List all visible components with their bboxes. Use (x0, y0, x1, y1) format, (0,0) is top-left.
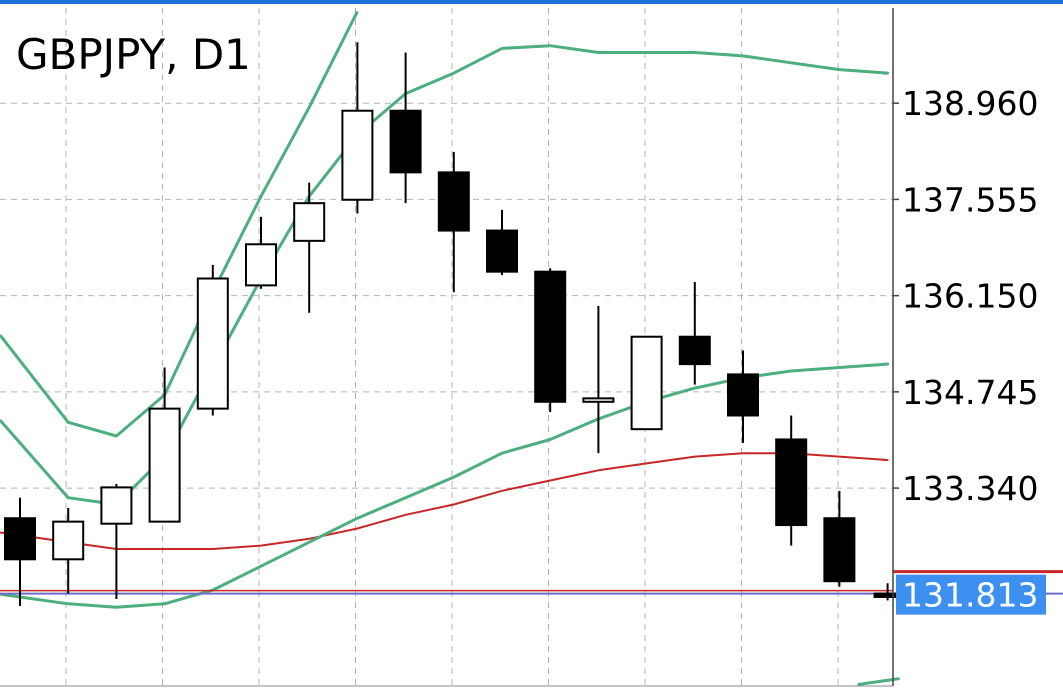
candle-body-bullish (196, 277, 229, 410)
candlestick (100, 483, 133, 600)
grid (0, 8, 893, 686)
candlestick (727, 350, 759, 443)
candle-body-bearish (775, 438, 808, 527)
chart-title: GBPJPY, D1 (16, 30, 251, 79)
current-price-tag-bg (896, 574, 1046, 615)
candlestick (52, 507, 85, 594)
price-axis: 138.960 137.555 136.150 134.745 133.340 (0, 8, 1038, 687)
candlestick (4, 497, 36, 606)
candlestick (486, 210, 518, 276)
candlestick (293, 182, 326, 313)
indicator-lines (0, 10, 900, 687)
price-tick-label: 136.150 (902, 277, 1038, 316)
candle-body-bullish (100, 486, 133, 525)
candle-body-bearish (727, 373, 759, 417)
candlestick (148, 367, 181, 523)
candlestick (196, 264, 229, 416)
candle-body-bullish (630, 335, 663, 431)
price-tick-label: 138.960 (902, 84, 1038, 123)
candle-body-bullish (148, 407, 181, 523)
candle-body-bearish (534, 270, 567, 403)
candlestick (389, 52, 422, 204)
inner-lower-band-line (0, 362, 890, 609)
candle-body-bullish (582, 397, 615, 403)
price-tick-label: 133.340 (902, 469, 1038, 508)
candle-body-bearish (678, 335, 711, 366)
candle-body-bullish (293, 202, 326, 242)
candle-body-bullish (341, 109, 374, 201)
candlestick (437, 151, 470, 293)
candlestick (630, 335, 663, 431)
candle-body-bullish (52, 520, 85, 561)
current-price-label: 131.813 (902, 576, 1038, 615)
candlesticks (4, 42, 902, 606)
candlestick (534, 268, 567, 413)
current-price-tag: 131.813 (896, 574, 1046, 615)
candlestick (245, 216, 277, 289)
candle-body-bearish (823, 517, 856, 583)
candlestick (678, 281, 711, 385)
inner-upper-band-line (0, 44, 890, 506)
candle-body-bullish (245, 243, 277, 287)
candle-body-bearish (437, 171, 470, 232)
candlestick (775, 415, 808, 546)
price-tick-label: 134.745 (902, 373, 1038, 412)
candlestick (341, 42, 374, 214)
candlestick (582, 305, 615, 454)
middle-line-line (0, 452, 889, 550)
candle-body-bearish (4, 517, 36, 561)
candlestick (823, 490, 856, 587)
window-top-border (0, 0, 1063, 4)
candle-body-bearish (389, 109, 422, 174)
price-tick-label: 137.555 (902, 180, 1038, 219)
candle-body-bearish (486, 229, 518, 273)
